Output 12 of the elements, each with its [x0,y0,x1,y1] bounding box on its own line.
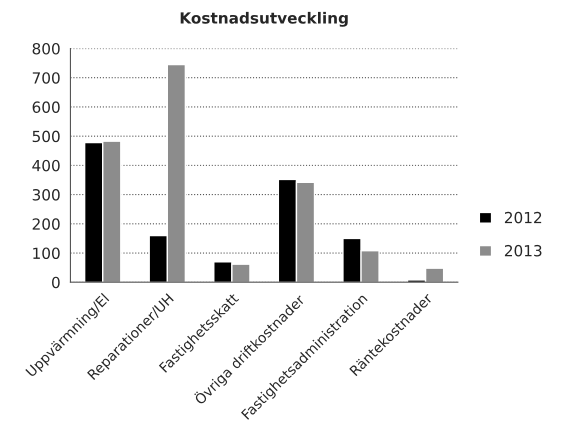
y-tick-label: 400 [32,160,60,172]
legend-label: 2012 [504,212,542,224]
y-tick-label: 700 [32,72,60,84]
y-tick-label: 100 [33,247,60,260]
chart-title: Kostnadsutveckling [180,12,348,27]
y-tick-label: 0 [52,276,60,288]
legend-label: 2013 [504,244,542,256]
y-tick-label: 300 [32,189,60,201]
y-tick-label: 600 [32,101,60,113]
y-tick-label: 800 [32,42,60,55]
y-tick-label: 200 [32,218,60,230]
y-tick-label: 500 [32,130,60,142]
